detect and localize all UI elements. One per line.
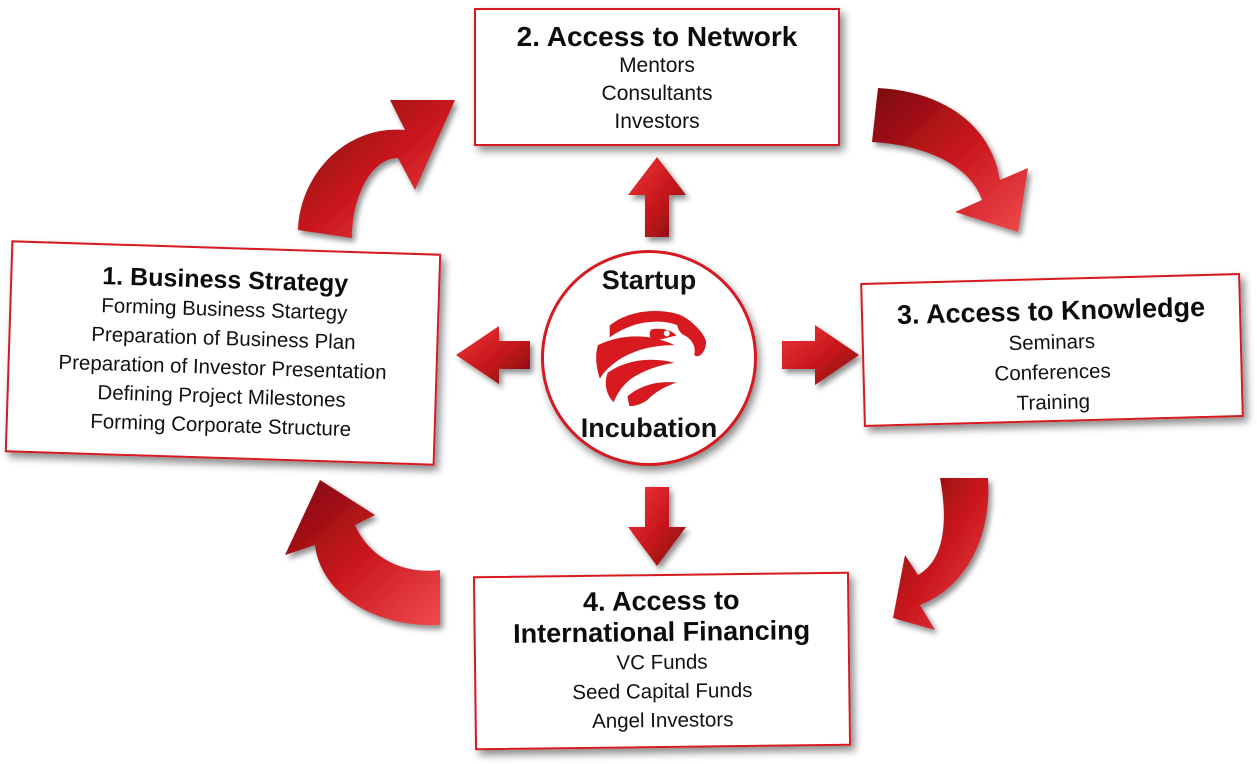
network-item: Investors [614, 110, 700, 133]
arrow-down [628, 487, 686, 566]
hub-bottom-label: Incubation [580, 413, 718, 443]
financing-item: Seed Capital Funds [572, 678, 753, 705]
financing-item: Angel Investors [591, 708, 734, 733]
arrow-up [628, 157, 686, 237]
curved-arrow-knowledge-to-financing [893, 478, 989, 630]
curved-arrow-financing-to-strategy [285, 480, 440, 626]
arrow-right [782, 325, 859, 385]
network-item: Mentors [619, 54, 695, 77]
startup-incubation-hub: Startup Incubation [541, 250, 757, 466]
knowledge-box: 3. Access to Knowledge Seminars Conferen… [860, 273, 1244, 427]
hub-top-label: Startup [601, 265, 697, 295]
strategy-box: 1. Business Strategy Forming Business St… [4, 240, 442, 466]
curved-arrow-strategy-to-network [298, 100, 455, 238]
financing-item: VC Funds [616, 650, 708, 675]
curved-arrow-network-to-knowledge [872, 88, 1028, 232]
financing-box: 4. Access to International Financing VC … [472, 571, 852, 751]
eagle-head-icon [596, 311, 707, 407]
network-box: 2. Access to Network Mentors Consultants… [474, 8, 840, 146]
network-title: 2. Access to Network [516, 21, 798, 52]
financing-title-line1: 4. Access to [582, 585, 740, 617]
arrow-left [456, 326, 530, 384]
network-item: Consultants [601, 82, 713, 105]
financing-title-line2: International Financing [512, 615, 811, 649]
